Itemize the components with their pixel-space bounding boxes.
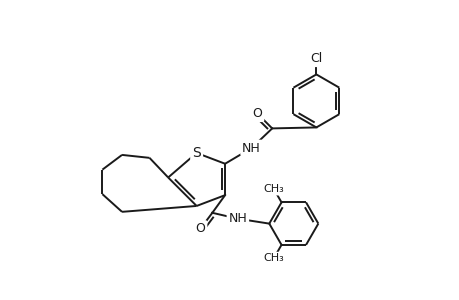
Text: O: O [252,107,262,120]
Text: CH₃: CH₃ [263,184,284,194]
Text: NH: NH [242,142,260,154]
Text: S: S [192,146,201,160]
Text: Cl: Cl [309,52,322,65]
Text: O: O [195,222,205,235]
Text: CH₃: CH₃ [263,254,284,263]
Text: NH: NH [228,212,246,225]
